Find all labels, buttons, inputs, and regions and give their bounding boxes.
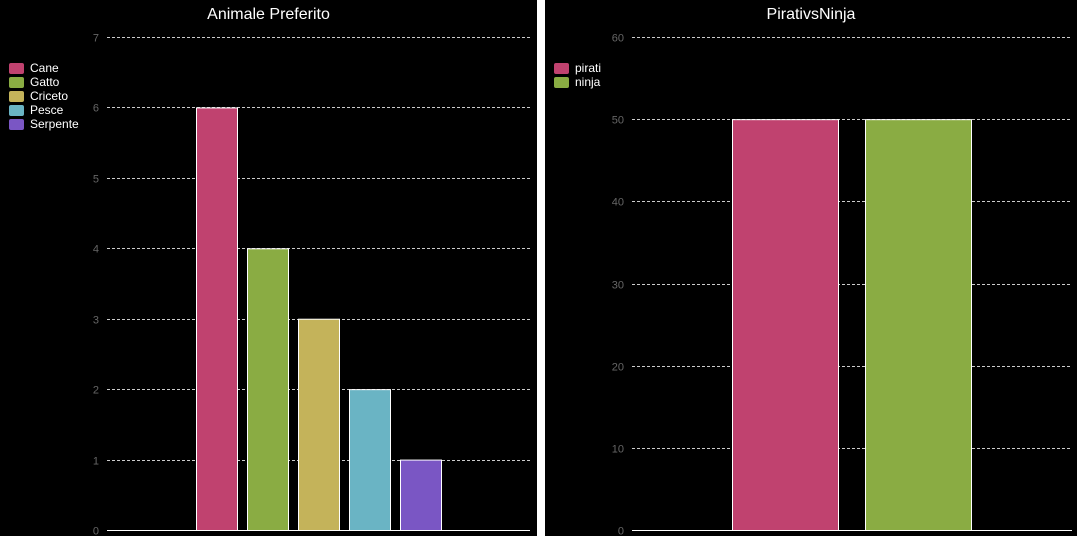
y-tick-label: 60 <box>612 33 624 45</box>
legend-swatch <box>9 118 24 130</box>
chart-title: PirativsNinja <box>766 6 856 23</box>
y-tick-label: 7 <box>93 33 99 45</box>
y-tick-label: 4 <box>93 244 99 256</box>
y-tick-label: 0 <box>618 526 624 536</box>
bar-gatto <box>247 248 289 532</box>
legend-item-criceto[interactable]: Criceto <box>9 89 79 103</box>
y-tick-label: 1 <box>93 456 99 468</box>
y-tick-label: 50 <box>612 115 624 127</box>
plot-area: 0 1 2 3 4 5 6 7 <box>93 33 530 536</box>
legend-item-pirati[interactable]: pirati <box>554 61 601 75</box>
legend-label: Cane <box>30 61 59 75</box>
y-tick-label: 40 <box>612 197 624 209</box>
legend-swatch <box>9 76 24 88</box>
legend-label: Criceto <box>30 89 69 103</box>
legend-item-ninja[interactable]: ninja <box>554 75 601 89</box>
legend-swatch <box>554 76 569 88</box>
bar-serpente <box>400 459 442 532</box>
y-tick-label: 2 <box>93 385 99 397</box>
bar-ninja <box>865 119 972 532</box>
legend-swatch <box>554 62 569 74</box>
legend-label: ninja <box>575 75 601 89</box>
y-tick-label: 5 <box>93 174 99 186</box>
bar-pirati <box>732 119 839 532</box>
bar-criceto <box>298 318 340 532</box>
y-tick-label: 0 <box>93 526 99 536</box>
legend-swatch <box>9 62 24 74</box>
y-tick-label: 10 <box>612 444 624 456</box>
legend-item-pesce[interactable]: Pesce <box>9 103 79 117</box>
legend-label: Pesce <box>30 103 64 117</box>
bar-cane <box>196 107 238 532</box>
plot-area: 0 10 20 30 40 50 60 <box>612 33 1072 536</box>
legend-label: Serpente <box>30 117 79 131</box>
bar-pesce <box>349 389 391 531</box>
chart-legend: Cane Gatto Criceto Pesce Serpente <box>9 61 79 131</box>
legend-swatch <box>9 104 24 116</box>
legend-item-gatto[interactable]: Gatto <box>9 75 79 89</box>
legend-label: pirati <box>575 61 602 75</box>
legend-label: Gatto <box>30 75 60 89</box>
y-tick-label: 20 <box>612 362 624 374</box>
legend-item-cane[interactable]: Cane <box>9 61 79 75</box>
y-tick-label: 30 <box>612 280 624 292</box>
chart-panel-pirativsninja: PirativsNinja pirati ninja 0 10 20 30 40 50 60 <box>545 0 1077 536</box>
chart-title: Animale Preferito <box>207 6 330 23</box>
chart-legend: pirati ninja <box>554 61 601 89</box>
chart-panel-animale-preferito: Animale Preferito Cane Gatto Criceto Pes… <box>0 0 537 536</box>
legend-swatch <box>9 90 24 102</box>
y-tick-label: 3 <box>93 315 99 327</box>
legend-item-serpente[interactable]: Serpente <box>9 117 79 131</box>
y-tick-label: 6 <box>93 103 99 115</box>
